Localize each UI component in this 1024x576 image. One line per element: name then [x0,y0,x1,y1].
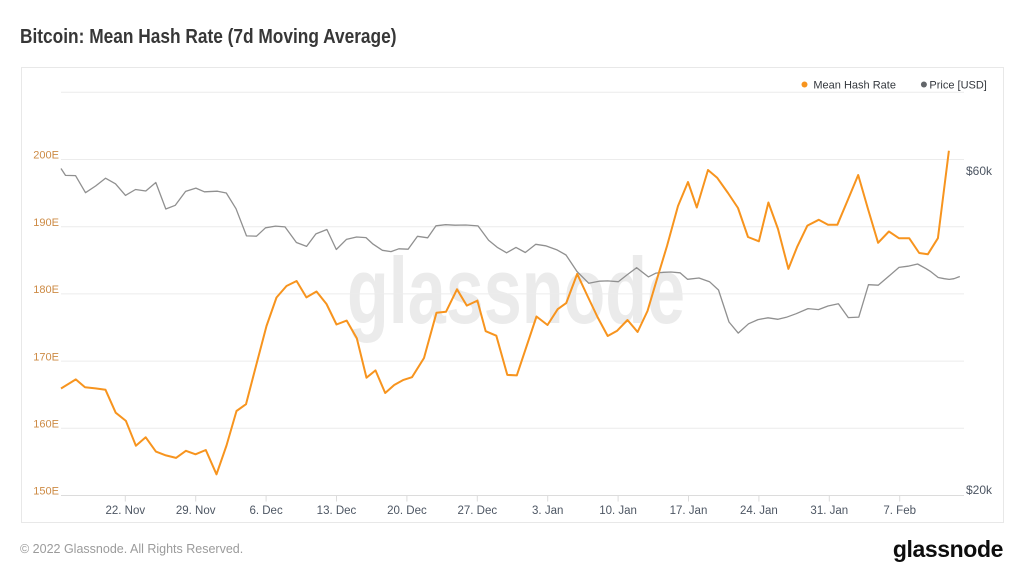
svg-text:3. Jan: 3. Jan [532,505,563,517]
svg-text:$20k: $20k [966,483,993,497]
svg-text:6. Dec: 6. Dec [249,505,282,517]
svg-text:Price [USD]: Price [USD] [929,80,986,92]
svg-text:7. Feb: 7. Feb [883,505,916,517]
svg-text:29. Nov: 29. Nov [176,505,216,517]
svg-text:31. Jan: 31. Jan [810,505,848,517]
svg-text:24. Jan: 24. Jan [740,505,778,517]
svg-text:Mean Hash Rate: Mean Hash Rate [813,80,896,92]
svg-text:10. Jan: 10. Jan [599,505,637,517]
svg-text:170E: 170E [33,351,59,363]
svg-text:180E: 180E [33,284,59,296]
svg-text:17. Jan: 17. Jan [670,505,708,517]
svg-text:27. Dec: 27. Dec [457,505,497,517]
svg-text:190E: 190E [33,217,59,229]
svg-text:22. Nov: 22. Nov [105,505,145,517]
svg-text:200E: 200E [33,150,59,162]
svg-text:160E: 160E [33,419,59,431]
svg-text:glassnode: glassnode [347,238,685,343]
svg-text:13. Dec: 13. Dec [317,505,357,517]
svg-text:150E: 150E [33,486,59,498]
svg-text:$60k: $60k [966,164,993,178]
svg-text:20. Dec: 20. Dec [387,505,427,517]
